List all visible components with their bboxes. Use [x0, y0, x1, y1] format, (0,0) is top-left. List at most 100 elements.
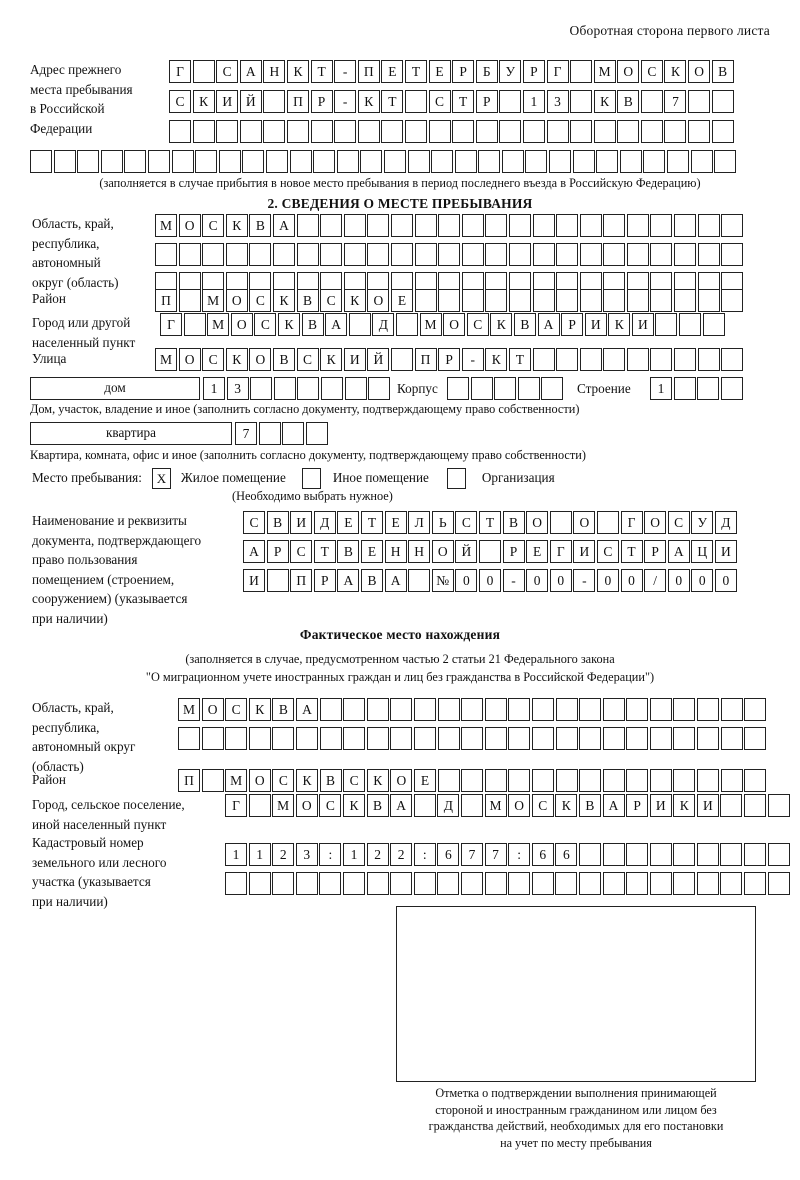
char-cell[interactable]: У [499, 60, 522, 83]
char-cell[interactable] [263, 90, 286, 113]
char-cell[interactable]: К [248, 698, 271, 721]
char-cell[interactable]: К [343, 289, 366, 312]
char-cell[interactable]: Т [452, 90, 475, 113]
char-cell[interactable]: Р [452, 60, 475, 83]
char-cell[interactable]: - [334, 60, 357, 83]
char-cell[interactable] [602, 872, 625, 895]
char-cell[interactable] [603, 243, 626, 266]
char-cell[interactable] [250, 377, 273, 400]
char-cell[interactable] [178, 243, 201, 266]
char-cell[interactable]: Р [313, 569, 336, 592]
char-cell[interactable]: Ц [691, 540, 714, 563]
char-cell[interactable]: С [640, 60, 663, 83]
char-cell[interactable] [225, 872, 247, 895]
char-cell[interactable]: 7 [235, 422, 257, 445]
char-cell[interactable]: Д [313, 511, 336, 534]
char-cell[interactable] [531, 872, 554, 895]
char-cell[interactable] [556, 289, 579, 312]
char-cell[interactable]: С [596, 540, 619, 563]
char-cell[interactable] [626, 727, 649, 750]
char-cell[interactable]: 1 [225, 843, 247, 866]
char-cell[interactable]: Г [169, 60, 191, 83]
char-cell[interactable] [643, 150, 666, 173]
char-cell[interactable]: К [225, 214, 248, 237]
char-cell[interactable] [667, 150, 690, 173]
char-cell[interactable] [649, 698, 672, 721]
char-cell[interactable]: С [243, 511, 265, 534]
char-cell[interactable] [626, 872, 649, 895]
char-cell[interactable] [508, 214, 531, 237]
char-cell[interactable]: Г [160, 313, 182, 336]
char-cell[interactable] [286, 120, 309, 143]
char-cell[interactable]: Д [714, 511, 737, 534]
char-cell[interactable] [461, 769, 484, 792]
char-cell[interactable] [532, 348, 555, 371]
stroenie-cells[interactable]: 1 [650, 377, 743, 400]
char-cell[interactable] [147, 150, 170, 173]
char-cell[interactable] [650, 289, 673, 312]
char-cell[interactable] [263, 120, 286, 143]
char-cell[interactable]: № [431, 569, 454, 592]
char-cell[interactable]: И [243, 569, 265, 592]
char-cell[interactable] [390, 214, 413, 237]
char-cell[interactable]: О [688, 60, 711, 83]
char-cell[interactable]: : [508, 843, 531, 866]
char-cell[interactable]: 0 [549, 569, 572, 592]
char-cell[interactable] [348, 313, 371, 336]
char-cell[interactable]: М [155, 214, 177, 237]
char-cell[interactable] [282, 422, 305, 445]
char-cell[interactable]: Г [546, 60, 569, 83]
char-cell[interactable]: В [301, 313, 324, 336]
char-cell[interactable] [225, 243, 248, 266]
char-cell[interactable]: К [485, 348, 508, 371]
char-cell[interactable] [720, 377, 743, 400]
char-cell[interactable] [626, 214, 649, 237]
char-cell[interactable] [673, 698, 696, 721]
char-cell[interactable]: И [290, 511, 313, 534]
char-cell[interactable] [390, 348, 413, 371]
char-cell[interactable] [242, 150, 265, 173]
char-cell[interactable] [767, 872, 790, 895]
char-cell[interactable]: Ь [431, 511, 454, 534]
char-cell[interactable] [239, 120, 262, 143]
char-cell[interactable] [711, 120, 734, 143]
char-cell[interactable] [171, 150, 194, 173]
char-cell[interactable] [390, 243, 413, 266]
char-cell[interactable]: Т [310, 60, 333, 83]
char-cell[interactable] [413, 698, 436, 721]
char-cell[interactable]: Р [438, 348, 461, 371]
char-cell[interactable] [249, 243, 272, 266]
char-cell[interactable] [404, 120, 427, 143]
char-cell[interactable] [366, 872, 389, 895]
char-cell[interactable] [460, 872, 483, 895]
char-cell[interactable] [305, 422, 328, 445]
char-cell[interactable] [343, 214, 366, 237]
char-cell[interactable]: М [202, 289, 225, 312]
char-cell[interactable]: П [357, 60, 380, 83]
char-cell[interactable]: К [277, 313, 300, 336]
char-cell[interactable]: И [216, 90, 239, 113]
char-cell[interactable] [626, 289, 649, 312]
char-cell[interactable] [650, 214, 673, 237]
char-cell[interactable] [295, 872, 318, 895]
char-cell[interactable] [744, 843, 767, 866]
char-cell[interactable] [414, 214, 437, 237]
char-cell[interactable] [720, 794, 743, 817]
char-cell[interactable] [596, 150, 619, 173]
char-cell[interactable] [461, 243, 484, 266]
char-cell[interactable]: О [508, 794, 531, 817]
char-cell[interactable] [572, 150, 595, 173]
char-cell[interactable] [531, 727, 554, 750]
char-cell[interactable] [649, 872, 672, 895]
char-cell[interactable] [626, 348, 649, 371]
char-cell[interactable] [225, 727, 248, 750]
char-cell[interactable]: С [428, 90, 451, 113]
char-cell[interactable] [454, 150, 477, 173]
char-cell[interactable] [721, 214, 744, 237]
char-cell[interactable]: С [202, 214, 225, 237]
char-cell[interactable] [320, 243, 343, 266]
